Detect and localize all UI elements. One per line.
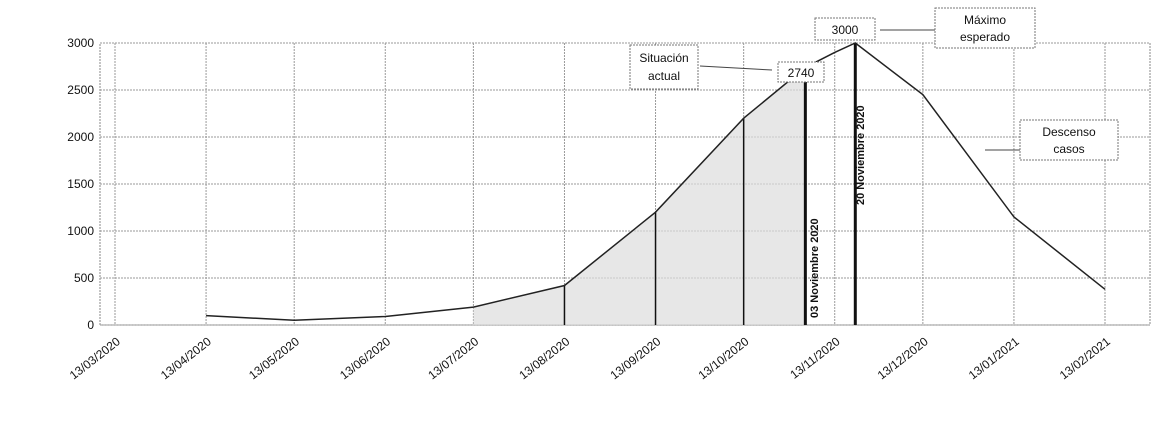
callout-box (934, 7, 1036, 49)
arrow (699, 65, 773, 71)
y-tick-label: 0 (87, 318, 94, 332)
line (206, 42, 1106, 322)
annotation: esperado (960, 30, 1010, 44)
x-tick-label: 13/08/2020 (516, 334, 572, 382)
annotation: Máximo (964, 13, 1006, 27)
x-tick-label: 13/03/2020 (67, 334, 123, 382)
x-tick-label: 13/10/2020 (696, 334, 752, 382)
annotation: 20 Noviembre 2020 (855, 105, 867, 205)
x-tick-label: 13/09/2020 (607, 334, 663, 382)
callout-box (1019, 119, 1119, 161)
y-tick-label: 1000 (67, 224, 94, 238)
annotation: 03 Noviembre 2020 (809, 218, 821, 318)
x-tick-label: 13/07/2020 (425, 334, 481, 382)
y-tick-label: 3000 (67, 36, 94, 50)
y-tick-label: 500 (74, 271, 94, 285)
callout-box (777, 61, 825, 83)
x-tick-label: 13/04/2020 (158, 334, 214, 382)
annotation: casos (1053, 142, 1084, 156)
y-tick-label: 2000 (67, 130, 94, 144)
x-tick-label: 13/12/2020 (875, 334, 931, 382)
annotation: Descenso (1042, 125, 1096, 139)
y-tick-label: 2500 (67, 83, 94, 97)
callout-box (814, 17, 876, 41)
x-tick-label: 13/06/2020 (337, 334, 393, 382)
annotation: actual (648, 69, 680, 83)
x-tick-label: 13/01/2021 (966, 334, 1022, 382)
x-tick-label: 13/11/2020 (787, 334, 843, 382)
annotation: Situación (639, 51, 688, 65)
marks: 0 500 1000 1500 2000 2500 3000 13/03/2020 13/04/… (67, 36, 1150, 382)
shaded-area (473, 67, 806, 325)
x-tick-label: 13/02/2021 (1057, 334, 1113, 382)
x-tick-label: 13/05/2020 (246, 334, 302, 382)
callout-box (629, 44, 699, 90)
annotation: 3000 (832, 23, 859, 37)
annotation: 2740 (788, 66, 815, 80)
y-tick-label: 1500 (67, 177, 94, 191)
